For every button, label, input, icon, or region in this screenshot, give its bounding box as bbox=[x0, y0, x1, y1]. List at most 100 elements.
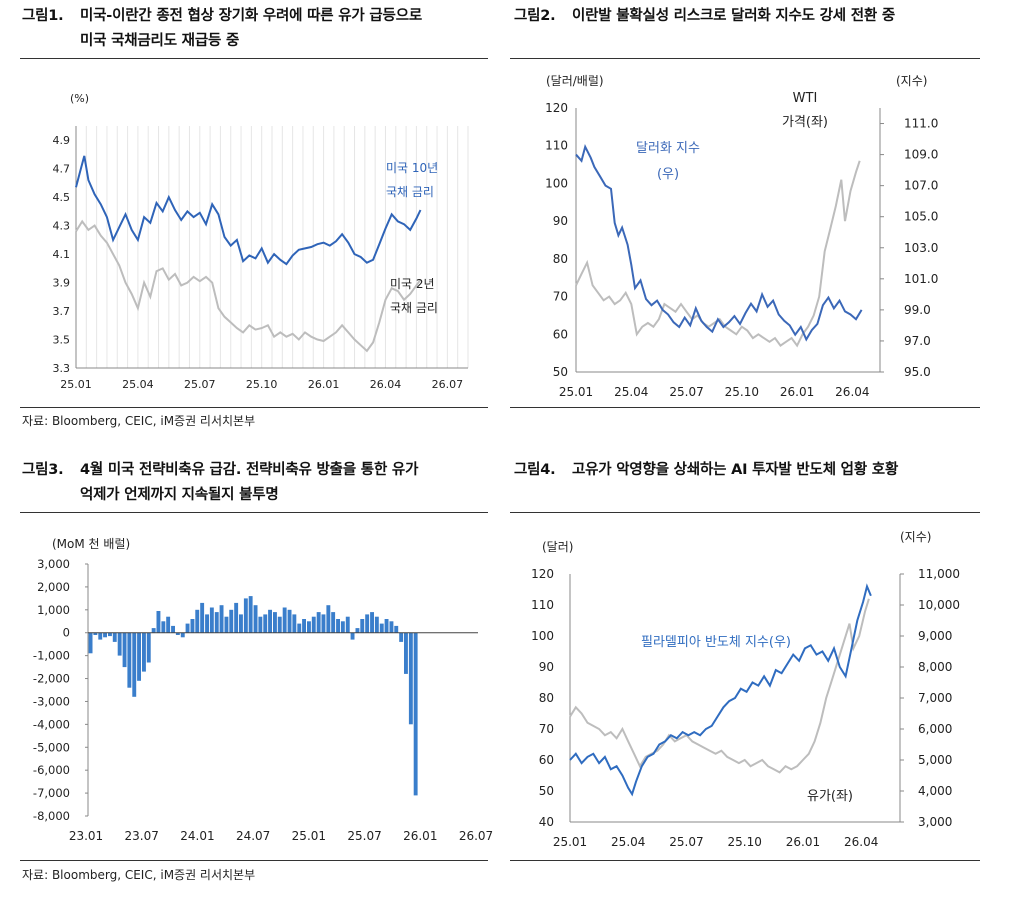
fig3-x-tick: 24.01 bbox=[180, 829, 214, 843]
fig3-bar bbox=[98, 632, 103, 640]
fig2-left-tick: 80 bbox=[553, 252, 568, 266]
fig3-y-tick: -1,000 bbox=[33, 649, 70, 663]
fig3-bar bbox=[166, 616, 171, 633]
fig3-x-tick: 26.07 bbox=[459, 829, 493, 843]
fig4-left-tick: 60 bbox=[539, 753, 554, 767]
fig2-x-tick: 25.01 bbox=[559, 385, 593, 399]
fig4-x-tick: 25.10 bbox=[728, 835, 762, 849]
fig3-title-rule bbox=[20, 512, 488, 513]
fig2-bottom-rule bbox=[510, 407, 980, 408]
fig3-bar bbox=[146, 632, 151, 663]
fig3-bar bbox=[209, 607, 214, 633]
fig3-bar bbox=[365, 614, 370, 633]
fig2-number: 그림2. bbox=[514, 8, 556, 24]
fig1-y-tick: 4.7 bbox=[53, 163, 71, 176]
fig3-y-tick: -2,000 bbox=[33, 672, 70, 686]
fig3-bar bbox=[151, 628, 156, 633]
fig3-bar bbox=[331, 612, 336, 633]
fig3-bar bbox=[307, 621, 311, 633]
fig1-x-tick: 26.07 bbox=[432, 378, 464, 391]
fig3-bar bbox=[374, 616, 379, 633]
fig2-x-tick: 25.07 bbox=[669, 385, 703, 399]
fig3-y-tick: -5,000 bbox=[33, 740, 70, 754]
fig4-series-label: 필라델피아 반도체 지수(우) bbox=[641, 635, 791, 650]
fig3-y-tick: 0 bbox=[63, 626, 70, 640]
fig3-bar bbox=[370, 612, 374, 633]
fig3-bar bbox=[195, 609, 200, 633]
fig3-bar bbox=[311, 616, 316, 633]
fig2-title-line1: 이란발 불확실성 리스크로 달러화 지수도 강세 전환 중 bbox=[572, 8, 896, 24]
fig3-bar bbox=[287, 609, 292, 633]
fig3-bar bbox=[248, 596, 253, 633]
fig2-right-tick: 97.0 bbox=[904, 334, 931, 348]
fig1-x-tick: 26.04 bbox=[370, 378, 402, 391]
fig2-x-tick: 26.04 bbox=[835, 385, 869, 399]
fig2-chart-dxy-wti: (달러/배럴) (지수) 120 110 100 90 80 70 60 50 111.0 109.0… bbox=[545, 74, 938, 399]
fig4-left-tick: 80 bbox=[539, 691, 554, 705]
fig4-number: 그림4. bbox=[514, 462, 556, 478]
source-note-bottom: 자료: Bloomberg, CEIC, iM증권 리서치본부 bbox=[22, 868, 256, 882]
fig1-series-line bbox=[75, 219, 422, 353]
fig4-right-tick: 11,000 bbox=[918, 567, 960, 581]
fig3-bar bbox=[161, 621, 166, 633]
fig1-title-rule bbox=[20, 58, 488, 59]
fig3-bar bbox=[103, 632, 107, 638]
fig3-bar bbox=[180, 632, 185, 638]
fig1-x-tick: 26.01 bbox=[308, 378, 340, 391]
fig4-left-tick: 110 bbox=[531, 598, 554, 612]
fig4-x-tick: 26.01 bbox=[786, 835, 820, 849]
fig3-bar bbox=[360, 619, 365, 633]
fig2-x-tick: 26.01 bbox=[780, 385, 814, 399]
fig4-title-line1: 고유가 악영향을 상쇄하는 AI 투자발 반도체 업황 호황 bbox=[572, 462, 899, 478]
fig2-left-tick: 50 bbox=[553, 365, 568, 379]
fig4-left-tick: 90 bbox=[539, 660, 554, 674]
fig3-bar bbox=[389, 621, 394, 633]
fig3-x-tick: 23.07 bbox=[125, 829, 159, 843]
fig3-bar bbox=[302, 619, 306, 633]
fig1-bottom-rule bbox=[20, 407, 488, 408]
fig3-bar bbox=[258, 616, 263, 633]
fig1-y-tick: 3.5 bbox=[53, 334, 71, 347]
fig1-title: 그림1. 미국-이란간 종전 협상 장기화 우려에 따른 유가 급등으로 미국 국… bbox=[22, 4, 422, 54]
fig3-bar bbox=[350, 632, 355, 640]
fig1-y-tick: 3.3 bbox=[53, 362, 71, 375]
fig3-bar bbox=[273, 612, 277, 633]
fig4-x-tick: 25.07 bbox=[669, 835, 703, 849]
fig4-bottom-rule bbox=[510, 860, 980, 861]
fig4-left-tick: 100 bbox=[531, 629, 554, 643]
fig3-bar bbox=[200, 602, 205, 633]
fig3-bar bbox=[277, 616, 282, 633]
fig3-y-tick: -8,000 bbox=[33, 809, 70, 823]
fig1-series-label: 국채 금리 bbox=[390, 301, 438, 315]
fig4-left-tick: 70 bbox=[539, 722, 554, 736]
fig4-left-tick: 50 bbox=[539, 784, 554, 798]
fig4-right-tick: 6,000 bbox=[918, 722, 952, 736]
fig3-y-tick: 2,000 bbox=[37, 580, 70, 594]
fig3-y-tick: 1,000 bbox=[37, 603, 70, 617]
fig3-bar bbox=[108, 632, 112, 637]
fig3-bar bbox=[122, 632, 127, 668]
fig2-right-tick: 103.0 bbox=[904, 241, 938, 255]
fig1-y-tick: 4.3 bbox=[53, 220, 71, 233]
fig2-right-tick: 107.0 bbox=[904, 179, 938, 193]
fig3-bar bbox=[117, 632, 122, 656]
fig1-series-label: 미국 10년 bbox=[386, 161, 438, 175]
fig3-x-tick: 25.07 bbox=[347, 829, 381, 843]
fig3-bar bbox=[214, 612, 219, 633]
fig3-title-line1: 4월 미국 전략비축유 급감. 전략비축유 방출을 통한 유가 bbox=[80, 462, 419, 478]
fig1-title-line1: 미국-이란간 종전 협상 장기화 우려에 따른 유가 급등으로 bbox=[80, 8, 422, 24]
fig2-left-tick: 120 bbox=[545, 101, 568, 115]
fig4-right-tick: 9,000 bbox=[918, 629, 952, 643]
fig3-y-tick: 3,000 bbox=[37, 557, 70, 571]
fig3-x-tick: 26.01 bbox=[403, 829, 437, 843]
fig4-left-unit: (달러) bbox=[542, 540, 573, 554]
fig1-title-line2: 미국 국채금리도 재급등 중 bbox=[80, 33, 240, 49]
fig2-series-label: (우) bbox=[657, 167, 679, 182]
fig3-bar bbox=[413, 632, 418, 796]
fig3-bar bbox=[175, 632, 180, 635]
fig4-x-tick: 25.01 bbox=[553, 835, 587, 849]
fig2-right-tick: 111.0 bbox=[904, 117, 938, 131]
source-note-top: 자료: Bloomberg, CEIC, iM증권 리서치본부 bbox=[22, 414, 256, 428]
fig1-chart-us-yields: (%) 4.9 4.7 4.5 4.3 4.1 3.9 3.7 3.5 3.3 25.01 25.04… bbox=[53, 92, 469, 391]
fig3-x-tick: 23.01 bbox=[69, 829, 103, 843]
